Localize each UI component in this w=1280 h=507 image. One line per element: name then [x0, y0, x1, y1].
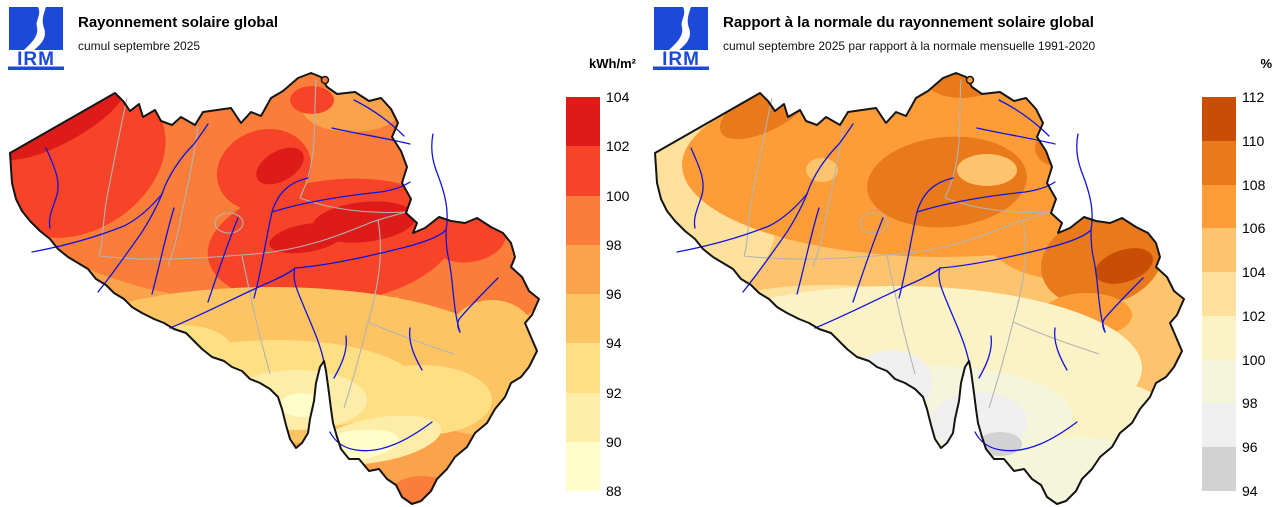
right-legend: % 112 110 108 106 104 102 100 98 96 94	[1194, 56, 1280, 507]
legend-color-block	[1202, 447, 1236, 492]
legend-tick-label: 102	[1242, 307, 1266, 324]
legend-color-block	[1202, 315, 1236, 360]
irm-logo-text: IRM	[17, 49, 55, 70]
irm-logo: IRM	[8, 7, 64, 70]
right-map-subtitle: cumul septembre 2025 par rapport à la no…	[723, 39, 1096, 53]
legend-tick-label: 100	[606, 187, 630, 204]
legend-tick-label: 108	[1242, 176, 1266, 193]
legend-tick-label: 102	[606, 138, 630, 155]
legend-tick-label: 88	[606, 483, 622, 499]
irm-logo-emblem-left	[654, 7, 685, 50]
legend-tick-label: 96	[1242, 439, 1258, 456]
legend-tick-label: 92	[606, 384, 622, 401]
irm-logo-emblem-right	[34, 7, 63, 50]
legend-color-block	[566, 294, 600, 344]
baarle-hertog-enclave	[965, 75, 975, 85]
legend-color-block	[1202, 403, 1236, 448]
left-map-belgium	[9, 72, 540, 505]
legend-color-block	[1202, 359, 1236, 404]
right-panel-header: IRM Rapport à la normale du rayonnement …	[645, 0, 1280, 70]
irm-logo-text: IRM	[662, 49, 700, 70]
legend-tick-label: 94	[1242, 483, 1258, 499]
legend-tick-label: 110	[1242, 132, 1265, 149]
irm-logo: IRM	[653, 7, 709, 70]
left-map-subtitle: cumul septembre 2025	[78, 39, 201, 53]
legend-color-block	[566, 195, 600, 245]
left-legend-tick-labels: 104 102 100 98 96 94 92 90 88	[606, 89, 650, 499]
right-legend-tick-labels: 112 110 108 106 104 102 100 98 96 94	[1242, 89, 1280, 499]
left-map-title: Rayonnement solaire global	[78, 14, 279, 31]
legend-color-block	[566, 343, 600, 393]
legend-color-block	[566, 146, 600, 196]
legend-tick-label: 106	[1242, 220, 1266, 237]
legend-color-block	[1202, 228, 1236, 273]
legend-color-block	[1202, 97, 1236, 141]
right-legend-colorbar	[1202, 97, 1236, 492]
baarle-hertog-enclave	[320, 75, 330, 85]
left-legend: kWh/m² 104 102 100 98 96 94 92 90 88	[558, 56, 650, 507]
legend-tick-label: 112	[1242, 89, 1265, 105]
legend-tick-label: 100	[1242, 351, 1266, 368]
left-map-contour-fills	[10, 73, 539, 504]
legend-tick-label: 104	[1242, 264, 1266, 281]
legend-tick-label: 96	[606, 286, 622, 302]
legend-tick-label: 94	[606, 335, 622, 352]
irm-logo-emblem-left	[9, 7, 40, 50]
left-panel-header: IRM Rayonnement solaire global cumul sep…	[0, 0, 640, 70]
legend-color-block	[566, 97, 600, 147]
right-map-title: Rapport à la normale du rayonnement sola…	[723, 14, 1094, 31]
left-legend-colorbar	[566, 97, 600, 491]
legend-color-block	[566, 441, 600, 491]
right-map-contour-fills	[655, 73, 1184, 504]
legend-color-block	[566, 244, 600, 294]
legend-tick-label: 104	[606, 89, 630, 105]
left-legend-unit: kWh/m²	[589, 56, 636, 71]
legend-tick-label: 90	[606, 433, 622, 450]
legend-color-block	[566, 392, 600, 442]
legend-color-block	[1202, 184, 1236, 229]
right-legend-unit: %	[1260, 56, 1272, 71]
legend-color-block	[1202, 140, 1236, 185]
right-map-belgium	[654, 72, 1185, 505]
legend-tick-label: 98	[606, 236, 622, 253]
irm-logo-underline	[653, 66, 709, 70]
irm-logo-emblem-right	[679, 7, 708, 50]
legend-tick-label: 98	[1242, 395, 1258, 412]
legend-color-block	[1202, 272, 1236, 316]
irm-logo-underline	[8, 66, 64, 70]
